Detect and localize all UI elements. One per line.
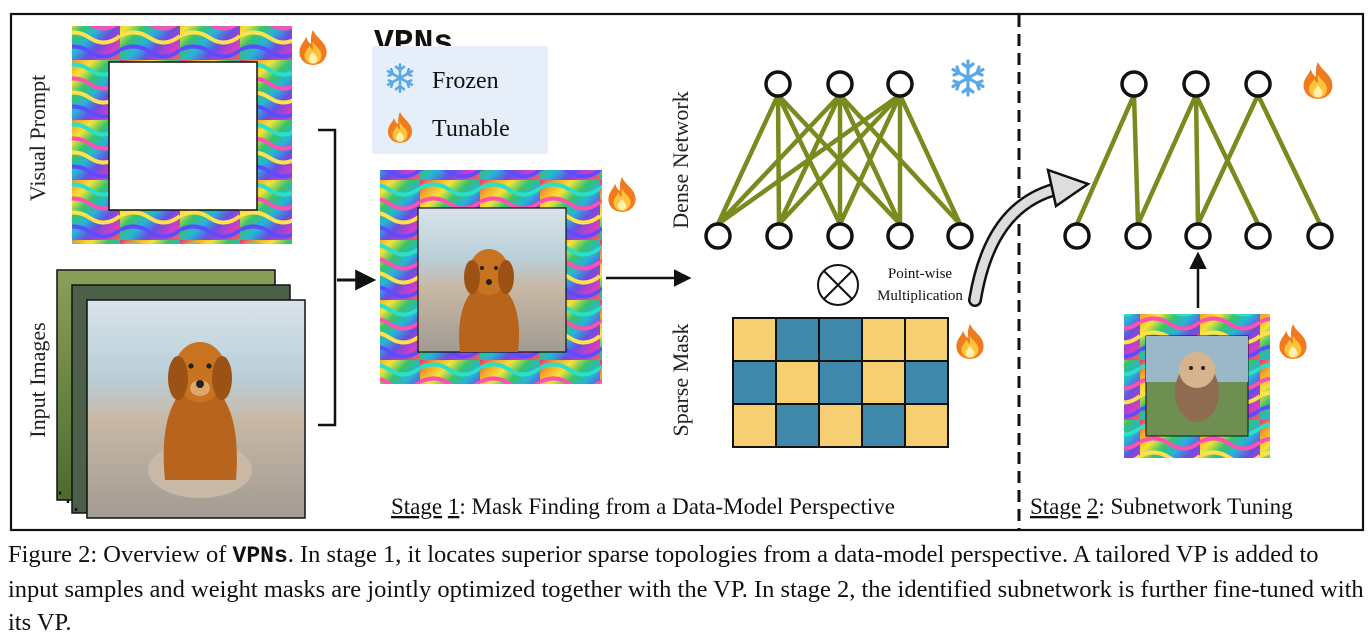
caption-method-name: VPNs <box>232 543 288 569</box>
mask-cell <box>775 360 820 405</box>
mask-cell <box>861 360 906 405</box>
stage1-text: : Mask Finding from a Data-Model Perspec… <box>459 494 895 519</box>
visual-prompt-label: Visual Prompt <box>25 75 50 201</box>
fire-icon <box>956 324 984 359</box>
prompted-image <box>380 170 602 384</box>
mask-cell <box>732 360 777 405</box>
stage2-text: : Subnetwork Tuning <box>1098 494 1293 519</box>
mask-cell <box>775 317 820 362</box>
stage1-number: 1 <box>448 494 460 519</box>
more-images-ellipsis: ⋱ <box>56 489 80 515</box>
merge-bracket <box>318 128 337 427</box>
stage2-label: Stage 2: Subnetwork Tuning <box>1030 494 1293 519</box>
otimes-icon <box>817 264 859 306</box>
mask-cell <box>904 403 949 448</box>
dense-network-label: Dense Network <box>668 91 693 228</box>
sparse-mask-grid <box>732 317 949 448</box>
subnetwork-edges <box>1074 94 1323 225</box>
caption-prefix: Figure 2: Overview of <box>8 541 233 568</box>
mask-cell <box>818 403 863 448</box>
stage1-prefix: Stage <box>391 494 442 519</box>
mask-cell <box>818 317 863 362</box>
figure-caption: Figure 2: Overview of VPNs. In stage 1, … <box>8 538 1364 639</box>
stage1-label: Stage 1: Mask Finding from a Data-Model … <box>391 494 895 519</box>
mask-cell <box>818 360 863 405</box>
input-images-stack: ⋱ <box>56 269 306 519</box>
mask-cell <box>732 317 777 362</box>
fire-icon <box>608 177 636 212</box>
figure-frame <box>9 12 1365 532</box>
mask-cell <box>775 403 820 448</box>
dense-network-nodes <box>704 70 974 250</box>
pointwise-label-1: Point-wise <box>888 266 953 282</box>
dense-network-edges <box>715 93 963 226</box>
fire-icon <box>1303 62 1333 99</box>
mask-cell <box>861 317 906 362</box>
figure-diagram: Visual Prompt VPNs Frozen Tunable Input … <box>9 12 1365 532</box>
stage2-prompted-image <box>1124 314 1270 458</box>
fire-icon <box>299 30 327 65</box>
subnetwork-nodes <box>1063 70 1334 250</box>
stage-transition-arrow <box>968 168 1091 307</box>
snowflake-icon <box>951 59 985 97</box>
dog-image <box>148 342 252 498</box>
pointwise-label-2: Multiplication <box>877 288 963 304</box>
mask-cell <box>904 360 949 405</box>
stage2-prefix: Stage <box>1030 494 1081 519</box>
legend-frozen-label: Frozen <box>432 68 499 94</box>
legend-tunable-label: Tunable <box>432 116 510 142</box>
fire-icon <box>1279 324 1307 359</box>
mask-cell <box>904 317 949 362</box>
input-images-label: Input Images <box>25 322 50 437</box>
mask-cell <box>732 403 777 448</box>
stage2-number: 2 <box>1087 494 1099 519</box>
visual-prompt-frame <box>72 26 292 244</box>
caption-body: . In stage 1, it locates superior sparse… <box>8 541 1364 636</box>
legend: VPNs Frozen Tunable <box>372 25 548 154</box>
mask-cell <box>861 403 906 448</box>
sparse-mask-label: Sparse Mask <box>668 323 693 436</box>
